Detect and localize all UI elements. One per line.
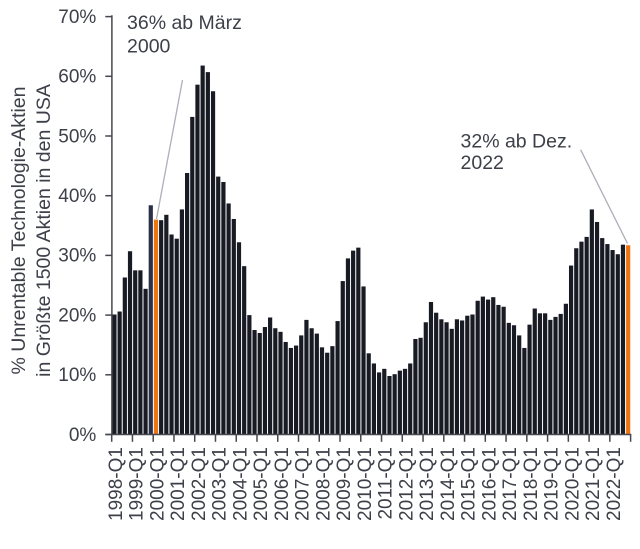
svg-text:2003-Q1: 2003-Q1 (210, 447, 231, 521)
svg-text:2022-Q1: 2022-Q1 (604, 447, 625, 521)
svg-text:2005-Q1: 2005-Q1 (251, 447, 272, 521)
svg-text:1998-Q1: 1998-Q1 (106, 447, 127, 521)
svg-text:2008-Q1: 2008-Q1 (313, 447, 334, 521)
svg-text:2011-Q1: 2011-Q1 (376, 447, 397, 520)
svg-text:2020-Q1: 2020-Q1 (562, 447, 583, 521)
svg-text:2007-Q1: 2007-Q1 (293, 447, 314, 521)
svg-text:0%: 0% (69, 425, 97, 446)
svg-text:1999-Q1: 1999-Q1 (127, 447, 148, 521)
svg-text:2015-Q1: 2015-Q1 (459, 447, 480, 521)
svg-text:2022: 2022 (461, 152, 504, 174)
svg-text:40%: 40% (58, 186, 96, 207)
svg-text:2009-Q1: 2009-Q1 (334, 447, 355, 521)
svg-text:2002-Q1: 2002-Q1 (189, 447, 210, 521)
svg-text:2012-Q1: 2012-Q1 (396, 447, 417, 521)
svg-text:2016-Q1: 2016-Q1 (479, 447, 500, 521)
svg-text:60%: 60% (58, 67, 96, 88)
svg-text:2006-Q1: 2006-Q1 (272, 447, 293, 521)
svg-text:2018-Q1: 2018-Q1 (521, 447, 542, 521)
svg-text:2021-Q1: 2021-Q1 (583, 447, 604, 521)
svg-text:2010-Q1: 2010-Q1 (355, 447, 376, 521)
svg-text:2013-Q1: 2013-Q1 (417, 447, 438, 521)
svg-text:2014-Q1: 2014-Q1 (438, 447, 459, 521)
svg-text:50%: 50% (58, 126, 96, 147)
svg-text:2000-Q1: 2000-Q1 (147, 447, 168, 521)
svg-text:2004-Q1: 2004-Q1 (230, 447, 251, 521)
svg-text:70%: 70% (58, 7, 96, 28)
svg-text:2017-Q1: 2017-Q1 (500, 447, 521, 521)
svg-text:2000: 2000 (127, 35, 171, 57)
svg-text:30%: 30% (58, 246, 96, 267)
svg-text:2001-Q1: 2001-Q1 (168, 447, 189, 521)
svg-text:10%: 10% (58, 365, 96, 386)
svg-text:20%: 20% (58, 305, 96, 326)
svg-text:36% ab März: 36% ab März (127, 12, 242, 34)
svg-text:2019-Q1: 2019-Q1 (542, 447, 563, 521)
svg-text:in Größte 1500 Aktien in den U: in Größte 1500 Aktien in den USA (33, 84, 55, 377)
svg-text:32% ab Dez.: 32% ab Dez. (461, 131, 573, 153)
svg-text:% Unrentable Technologie-Aktie: % Unrentable Technologie-Aktien (8, 87, 30, 375)
